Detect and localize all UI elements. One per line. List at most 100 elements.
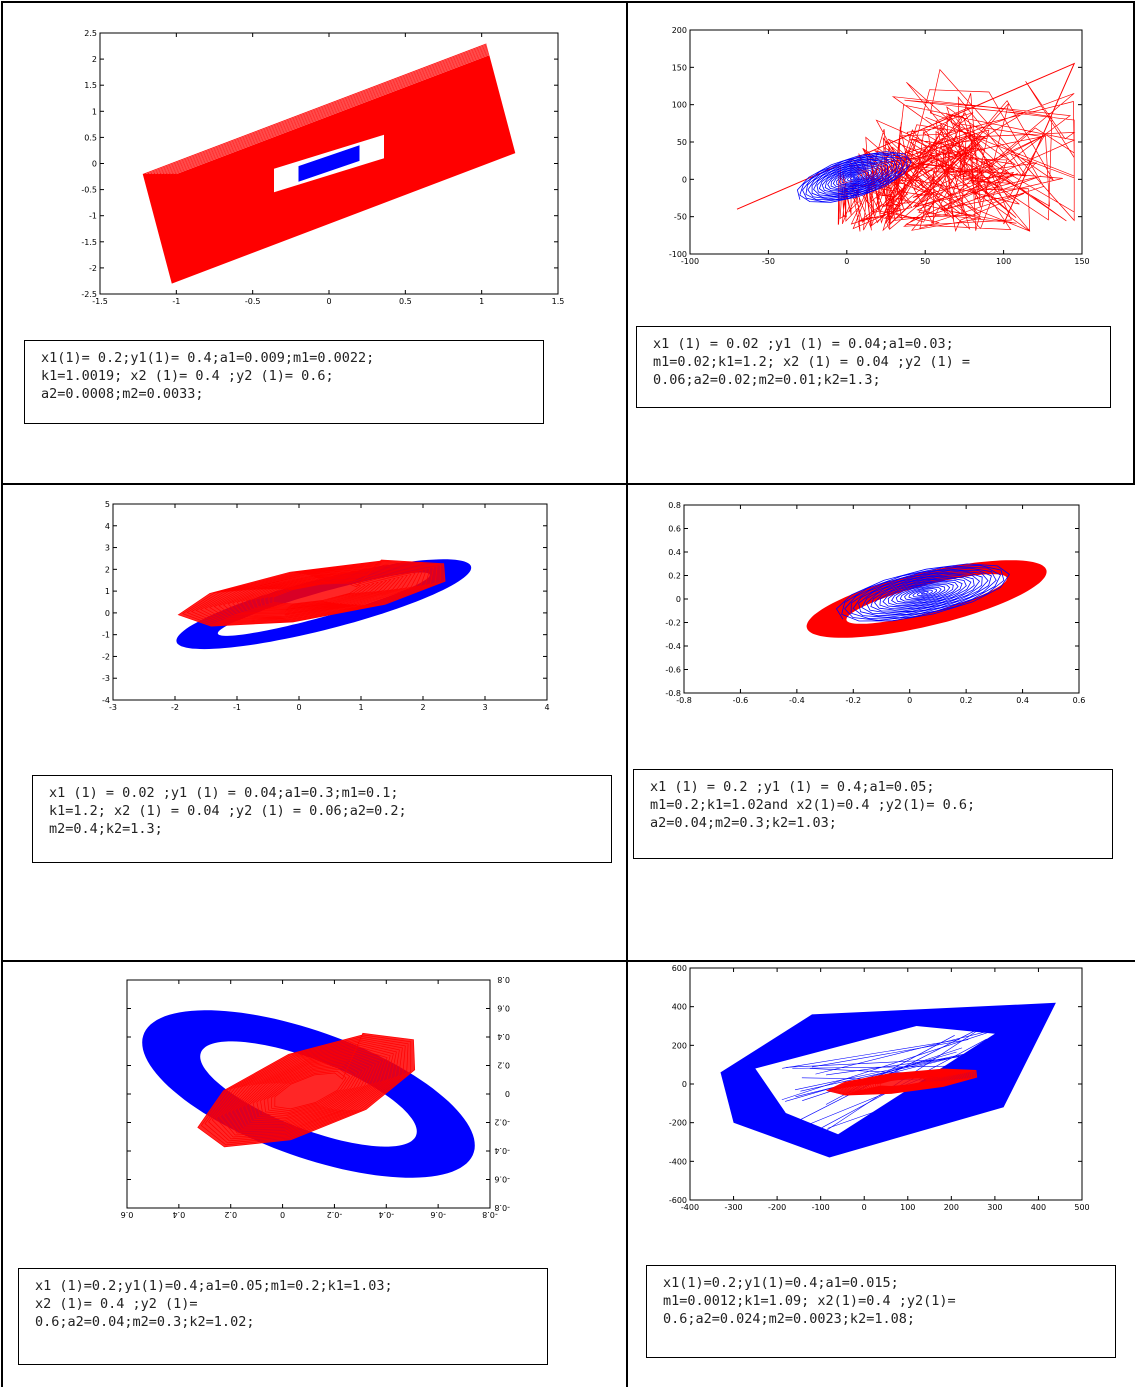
y-tick-label: 0.4 xyxy=(668,548,681,557)
x-tick-label: 50 xyxy=(920,257,930,266)
y-tick-label: 0.6 xyxy=(497,1004,510,1013)
params-box-2: x1 (1) = 0.02 ;y1 (1) = 0.04;a1=0.03; m1… xyxy=(636,326,1111,408)
y-tick-label: 200 xyxy=(672,26,687,35)
y-tick-label: 0.4 xyxy=(497,1032,510,1041)
series-2 xyxy=(198,1033,415,1147)
y-tick-label: -4 xyxy=(102,696,110,705)
y-tick-label: -200 xyxy=(669,1119,687,1128)
plot-area xyxy=(721,1003,1056,1158)
x-tick-label: 150 xyxy=(1074,257,1089,266)
y-tick-label: -0.5 xyxy=(81,186,97,195)
x-tick-label: -200 xyxy=(768,1203,786,1212)
y-tick-label: 0 xyxy=(682,1080,687,1089)
x-tick-label: -0.2 xyxy=(845,696,861,705)
plot-area xyxy=(143,43,520,283)
x-tick-label: 0.6 xyxy=(121,1210,134,1219)
x-tick-label: 1 xyxy=(479,297,484,306)
y-tick-label: -400 xyxy=(669,1157,687,1166)
y-tick-label: -600 xyxy=(669,1196,687,1205)
x-tick-label: 0.4 xyxy=(1016,696,1029,705)
x-tick-label: 400 xyxy=(1031,1203,1046,1212)
x-tick-label: -0.4 xyxy=(378,1210,394,1219)
x-tick-label: 4 xyxy=(544,703,549,712)
plot-svg: 0.6 0.4 0.2 0 -0.2 -0.4 -0.6 -0.8 0.8 0.6 0.4 0.2 0 -… xyxy=(105,972,520,1224)
x-tick-label: -0.5 xyxy=(245,297,261,306)
y-tick-label: -0.4 xyxy=(494,1146,510,1155)
y-tick-label: 0.2 xyxy=(668,572,681,581)
y-tick-label: -2.5 xyxy=(81,290,97,299)
y-tick-label: 3 xyxy=(105,544,110,553)
params-box-3: x1 (1) = 0.02 ;y1 (1) = 0.04;a1=0.3;m1=0… xyxy=(32,775,612,863)
y-tick-label: 0.5 xyxy=(84,133,97,142)
x-tick-label: 300 xyxy=(987,1203,1002,1212)
y-tick-label: 1.5 xyxy=(84,81,97,90)
y-tick-label: 0 xyxy=(505,1089,510,1098)
x-tick-label: 0.5 xyxy=(399,297,412,306)
spiral-trajectory xyxy=(797,152,911,203)
x-tick-label: -50 xyxy=(762,257,775,266)
plot-area xyxy=(807,560,1047,638)
params-box-5: x1 (1)=0.2;y1(1)=0.4;a1=0.05;m1=0.2;k1=1… xyxy=(18,1268,548,1365)
axes-frame xyxy=(684,505,1079,693)
x-tick-label: 500 xyxy=(1074,1203,1089,1212)
params-box-4: x1 (1) = 0.2 ;y1 (1) = 0.4;a1=0.05; m1=0… xyxy=(633,769,1113,859)
params-box-6: x1(1)=0.2;y1(1)=0.4;a1=0.015; m1=0.0012;… xyxy=(646,1265,1116,1358)
y-tick-label: 50 xyxy=(677,138,687,147)
y-tick-label: 100 xyxy=(672,101,687,110)
plot-4: -0.8 -0.6 -0.4 -0.2 0 0.2 0.4 0.6 0.8 0.6 0.4 0.2 0-… xyxy=(650,497,1087,709)
plot-area xyxy=(737,64,1074,232)
x-tick-label: 0.2 xyxy=(224,1210,237,1219)
y-tick-label: 0.8 xyxy=(497,975,510,984)
x-tick-label: 0 xyxy=(326,297,331,306)
x-tick-label: 1 xyxy=(358,703,363,712)
series-2 xyxy=(178,560,445,626)
x-tick-label: -1 xyxy=(233,703,241,712)
y-tick-label: -100 xyxy=(669,250,687,259)
y-tick-label: 2.5 xyxy=(84,29,97,38)
y-tick-label: -2 xyxy=(102,652,110,661)
y-tick-label: 0.6 xyxy=(668,525,681,534)
plot-svg: -1.5 -1 -0.5 0 0.5 1 1.5 2.5 2 1.5 1 0.5 0 -0.5 -1 -1.5… xyxy=(70,25,570,310)
plot-6: -400 -300 -200 -100 0 100 200 300 400 500 600 400 20… xyxy=(660,964,1090,1216)
x-tick-label: 100 xyxy=(900,1203,915,1212)
x-tick-label: 200 xyxy=(944,1203,959,1212)
plot-3: -3 -2 -1 0 1 2 3 4 5 4 3 2 1 0 -1 -2 -3 -4 xyxy=(85,498,555,716)
plot-2: -100 -50 0 50 100 150 200 150 100 50 0 -50 -100 xyxy=(660,22,1090,270)
plot-5: 0.6 0.4 0.2 0 -0.2 -0.4 -0.6 -0.8 0.8 0.6 0.4 0.2 0-… xyxy=(105,972,520,1224)
blob-fill xyxy=(178,560,445,626)
x-tick-label: 100 xyxy=(996,257,1011,266)
x-tick-label: -100 xyxy=(812,1203,830,1212)
y-tick-label: 1 xyxy=(92,107,97,116)
y-tick-label: 0 xyxy=(105,609,110,618)
grid-border-right xyxy=(1133,1,1135,484)
y-tick-label: 2 xyxy=(92,55,97,64)
y-tick-label: 5 xyxy=(105,500,110,509)
x-tick-label: -3 xyxy=(109,703,117,712)
x-tick-label: 2 xyxy=(420,703,425,712)
y-tick-label: 0 xyxy=(682,175,687,184)
y-tick-label: -0.6 xyxy=(665,666,681,675)
grid-divider-vertical xyxy=(626,1,628,1387)
y-tick-label: -50 xyxy=(674,213,687,222)
x-tick-label: -0.4 xyxy=(789,696,805,705)
y-tick-label: -2 xyxy=(89,264,97,273)
x-tick-label: 0 xyxy=(844,257,849,266)
blob-fill xyxy=(198,1033,415,1147)
y-tick-label: -0.4 xyxy=(665,642,681,651)
series-2 xyxy=(797,152,911,203)
y-tick-label: -0.6 xyxy=(494,1175,510,1184)
params-box-1: x1(1)= 0.2;y1(1)= 0.4;a1=0.009;m1=0.0022… xyxy=(24,340,544,424)
x-tick-label: 0 xyxy=(280,1210,285,1219)
y-tick-label: 200 xyxy=(672,1041,687,1050)
x-tick-label: 0.6 xyxy=(1073,696,1086,705)
y-tick-label: -3 xyxy=(102,674,110,683)
plot-1: -1.5 -1 -0.5 0 0.5 1 1.5 2.5 2 1.5 1 0.5 0 -0.5 -1 -1.5… xyxy=(70,25,570,310)
x-tick-label: 3 xyxy=(482,703,487,712)
plot-svg: -100 -50 0 50 100 150 200 150 100 50 0 -50 -100 xyxy=(660,22,1090,270)
x-tick-label: -300 xyxy=(724,1203,742,1212)
plot-svg: -0.8 -0.6 -0.4 -0.2 0 0.2 0.4 0.60.80.60.40.20-… xyxy=(650,497,1087,709)
y-tick-label: -1.5 xyxy=(81,238,97,247)
x-tick-label: 0.4 xyxy=(172,1210,185,1219)
y-tick-label: 2 xyxy=(105,565,110,574)
y-tick-label: 0 xyxy=(92,160,97,169)
